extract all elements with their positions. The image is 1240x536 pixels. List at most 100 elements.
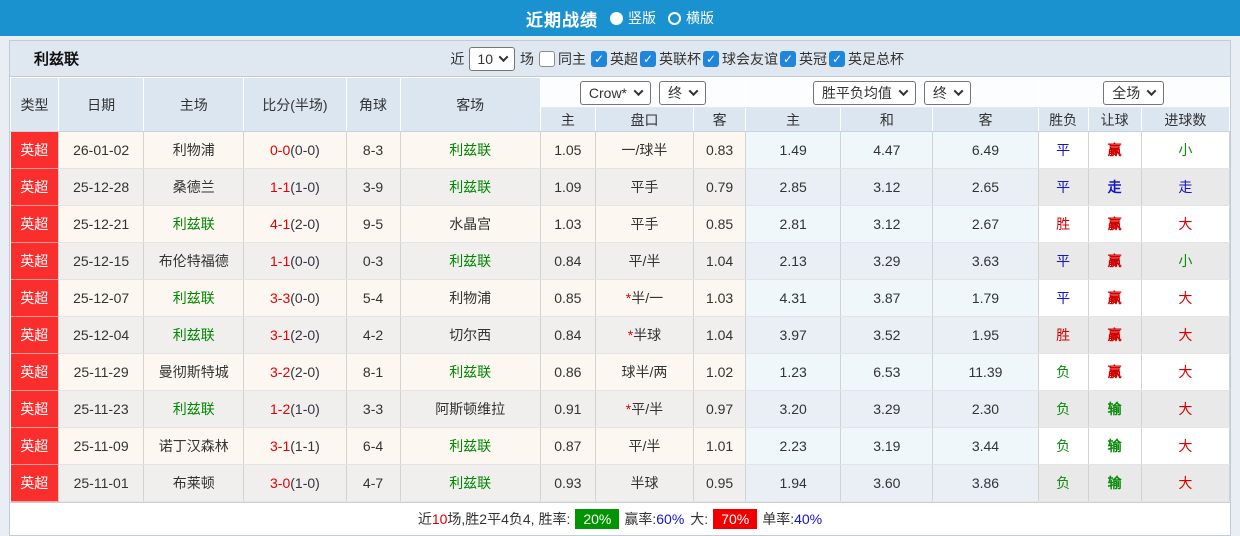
odds-time-select[interactable]: 终	[659, 80, 707, 105]
radio-selected-icon[interactable]	[610, 11, 623, 25]
checkbox-unchecked-icon[interactable]	[539, 50, 555, 67]
handicap-cell: 平/半	[595, 242, 695, 280]
match-date: 25-11-23	[58, 390, 145, 428]
checkbox-checked-icon[interactable]: ✓	[640, 50, 656, 67]
handicap-value: 平手	[630, 216, 659, 232]
layout-radio-horizontal[interactable]: 横版	[668, 8, 714, 28]
handicap-result: 输	[1088, 464, 1142, 502]
chevron-down-icon	[953, 86, 964, 97]
single-rate-label: 单率:	[762, 511, 795, 527]
avg-draw-odds: 4.47	[840, 131, 934, 169]
league-badge: 英超	[10, 390, 60, 428]
avg-odds-header: 胜平负均值 终	[745, 77, 1039, 108]
goals-result: 小	[1141, 131, 1231, 169]
chevron-down-icon	[498, 52, 509, 63]
subheader-let: 让球	[1087, 107, 1142, 132]
match-result: 平	[1038, 168, 1089, 206]
avg-away-odds: 2.65	[932, 168, 1039, 206]
half-score: (1-0)	[290, 401, 320, 417]
scope-select[interactable]: 全场	[1103, 80, 1165, 105]
recent-count-select[interactable]: 10	[469, 46, 515, 71]
avg-time-select[interactable]: 终	[923, 80, 971, 105]
handicap-win-label: 赢率:	[624, 511, 657, 527]
table-row: 英超 25-12-07 利兹联 3-3(0-0) 5-4 利物浦 0.85 *半…	[10, 279, 1231, 317]
score-cell: 3-0(1-0)	[243, 464, 347, 502]
same-home-label: 同主	[558, 50, 586, 67]
league-badge: 英超	[10, 242, 60, 280]
handicap-cell: 一/球半	[595, 131, 695, 169]
away-odds: 1.02	[693, 353, 747, 391]
avg-draw-odds: 3.19	[840, 427, 934, 465]
table-row: 英超 25-11-09 诺丁汉森林 3-1(1-1) 6-4 利兹联 0.87 …	[10, 427, 1231, 465]
score-cell: 0-0(0-0)	[243, 131, 347, 169]
avg-away-odds: 6.49	[932, 131, 1039, 169]
league-filter-checkbox[interactable]: ✓ 英联杯	[640, 49, 701, 69]
subheader-odds-away: 客	[693, 107, 747, 132]
league-filter-checkbox[interactable]: ✓ 球会友谊	[703, 49, 778, 69]
home-odds: 1.09	[540, 168, 596, 206]
avg-draw-odds: 3.12	[840, 168, 934, 206]
match-result: 平	[1038, 131, 1089, 169]
home-odds: 0.84	[540, 316, 596, 354]
match-date: 25-11-29	[58, 353, 145, 391]
league-filter-checkbox[interactable]: ✓ 英超	[591, 49, 638, 69]
away-odds: 1.04	[693, 242, 747, 280]
match-result: 负	[1038, 427, 1089, 465]
away-team: 利兹联	[400, 242, 541, 280]
results-panel: 利兹联 近 10 场 同主 ✓ 英超 ✓ 英联杯 ✓ 球会友谊 ✓ 英冠 ✓ 英…	[9, 40, 1231, 536]
match-table-body: 英超 26-01-02 利物浦 0-0(0-0) 8-3 利兹联 1.05 一/…	[10, 131, 1231, 502]
home-odds: 0.91	[540, 390, 596, 428]
table-row: 英超 25-12-15 布伦特福德 1-1(0-0) 0-3 利兹联 0.84 …	[10, 242, 1231, 280]
avg-odds-select[interactable]: 胜平负均值	[812, 80, 916, 105]
layout-radio-vertical[interactable]: 竖版	[610, 8, 656, 28]
match-result: 负	[1038, 464, 1089, 502]
radio-unselected-icon[interactable]	[668, 11, 681, 25]
goals-result: 小	[1141, 242, 1231, 280]
away-team: 利兹联	[400, 427, 541, 465]
match-result: 胜	[1038, 316, 1089, 354]
league-badge: 英超	[10, 353, 60, 391]
avg-home-odds: 2.13	[745, 242, 842, 280]
away-team: 利兹联	[400, 131, 541, 169]
handicap-cell: *平/半	[595, 390, 695, 428]
subheader-goals: 进球数	[1140, 107, 1231, 132]
odds-company-select[interactable]: Crow*	[579, 80, 652, 105]
full-score: 3-0	[270, 475, 291, 491]
same-home-filter[interactable]: 同主	[539, 49, 586, 69]
recent-count-value: 10	[477, 50, 493, 67]
subheader-odds-home: 主	[539, 107, 596, 132]
half-score: (1-0)	[290, 475, 320, 491]
handicap-value: 半/一	[631, 290, 664, 306]
handicap-star: *	[625, 401, 632, 417]
handicap-cell: *半/一	[595, 279, 695, 317]
checkbox-checked-icon[interactable]: ✓	[591, 50, 607, 67]
checkbox-checked-icon[interactable]: ✓	[703, 50, 719, 67]
away-odds: 1.03	[693, 279, 747, 317]
score-cell: 1-1(0-0)	[243, 242, 347, 280]
away-team: 阿斯顿维拉	[400, 390, 541, 428]
league-filter-checkbox[interactable]: ✓ 英足总杯	[829, 49, 904, 69]
table-row: 英超 26-01-02 利物浦 0-0(0-0) 8-3 利兹联 1.05 一/…	[10, 131, 1231, 169]
corner-score: 4-7	[346, 464, 401, 502]
checkbox-checked-icon[interactable]: ✓	[829, 50, 845, 67]
full-score: 3-1	[270, 327, 291, 343]
page-title: 近期战绩	[526, 10, 598, 30]
league-checkbox-group: ✓ 英超 ✓ 英联杯 ✓ 球会友谊 ✓ 英冠 ✓ 英足总杯	[591, 49, 904, 69]
avg-draw-odds: 3.29	[840, 242, 934, 280]
checkbox-checked-icon[interactable]: ✓	[780, 50, 796, 67]
away-team: 利物浦	[400, 279, 541, 317]
avg-away-odds: 1.95	[932, 316, 1039, 354]
full-score: 3-1	[270, 438, 291, 454]
handicap-result: 赢	[1088, 353, 1142, 391]
score-cell: 3-3(0-0)	[243, 279, 347, 317]
full-score: 3-2	[270, 364, 291, 380]
half-score: (2-0)	[290, 327, 320, 343]
full-score: 3-3	[270, 290, 291, 306]
handicap-result: 走	[1088, 168, 1142, 206]
handicap-cell: 平手	[595, 168, 695, 206]
table-row: 英超 25-12-21 利兹联 4-1(2-0) 9-5 水晶宫 1.03 平手…	[10, 205, 1231, 243]
handicap-result: 赢	[1088, 316, 1142, 354]
big-label: 大:	[690, 511, 709, 527]
match-date: 25-11-01	[58, 464, 145, 502]
league-filter-checkbox[interactable]: ✓ 英冠	[780, 49, 827, 69]
